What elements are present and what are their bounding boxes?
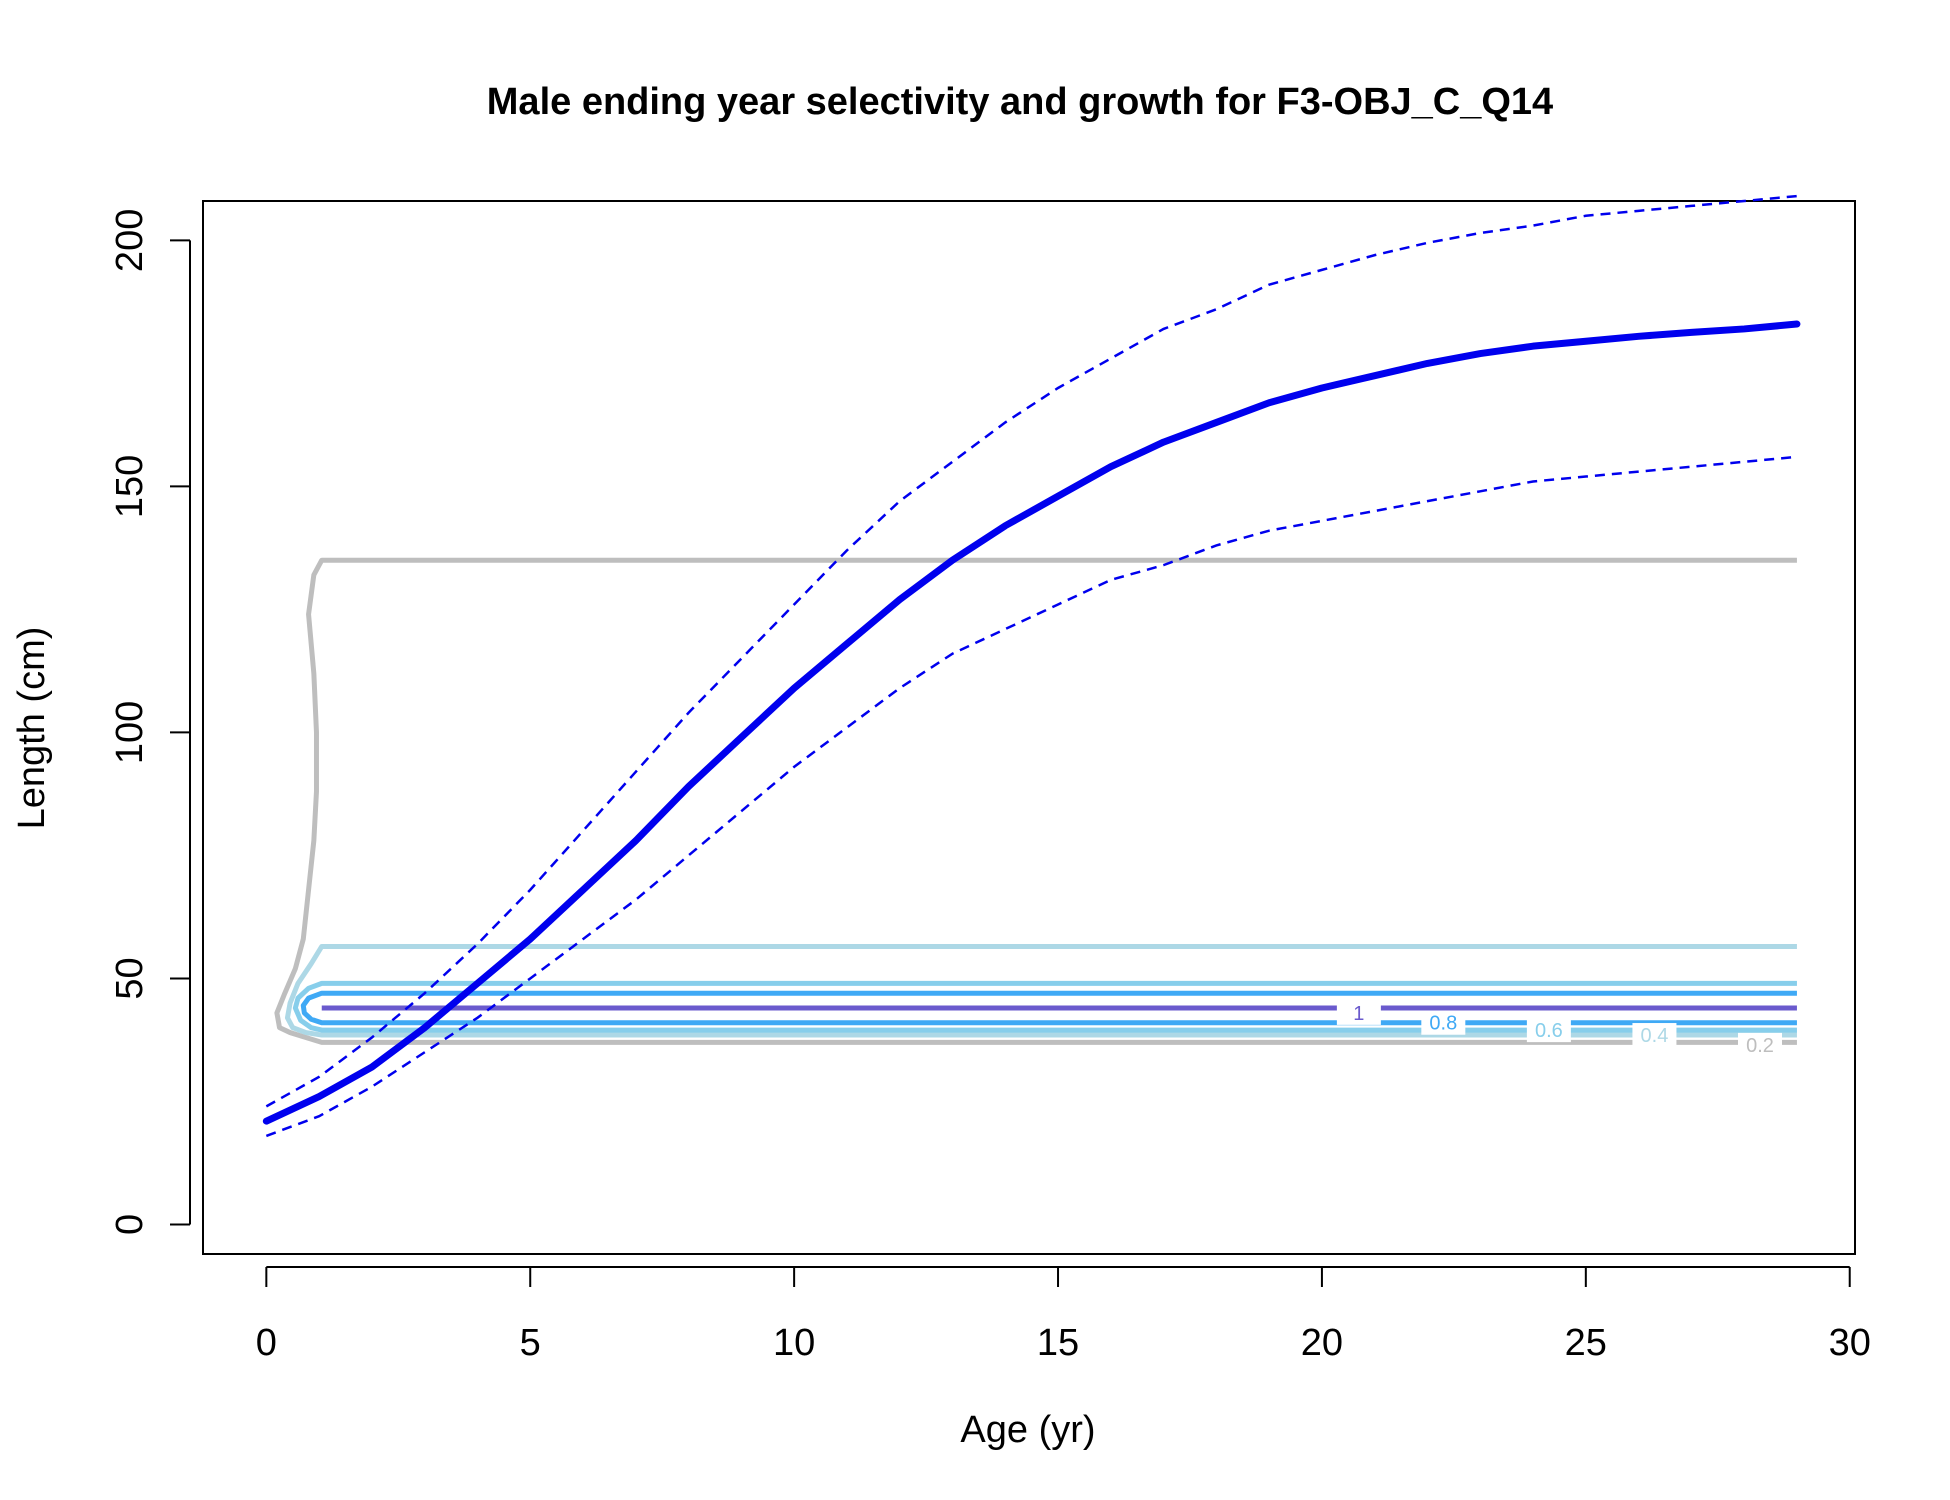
contour-label-0-2: 0.2 (1746, 1035, 1774, 1057)
contour-label-0-8: 0.8 (1429, 1013, 1457, 1035)
x-tick-label: 30 (1829, 1322, 1871, 1364)
y-axis: 0 50 100 150 200 (109, 209, 191, 1235)
contour-label-bg-1 (1336, 1000, 1381, 1025)
y-axis-label: Length (cm) (11, 627, 53, 830)
x-axis-label: Age (yr) (960, 1409, 1095, 1451)
plot-frame (202, 200, 1856, 1255)
growth-lower-interval-line (265, 455, 1798, 1138)
x-tick-label: 15 (1037, 1322, 1079, 1364)
chart-title: Male ending year selectivity and growth … (487, 81, 1553, 123)
contour-label-0-4: 0.4 (1641, 1025, 1669, 1047)
contour-label-bg-0-8 (1421, 1010, 1466, 1035)
contour-label-1: 1 (1353, 1003, 1364, 1025)
y-tick-label: 150 (109, 455, 151, 518)
y-tick-label: 100 (109, 701, 151, 764)
growth-mean-line (262, 320, 1801, 1125)
x-tick-label: 5 (520, 1322, 541, 1364)
x-tick-label: 25 (1565, 1322, 1607, 1364)
contour-line-0-8 (300, 990, 1797, 1026)
contour-label-0-6: 0.6 (1535, 1020, 1563, 1042)
selectivity-contours (274, 557, 1797, 1045)
y-tick-label: 0 (109, 1214, 151, 1235)
contour-label-bg-0-6 (1526, 1018, 1571, 1043)
x-tick-label: 20 (1301, 1322, 1343, 1364)
x-axis: 0 5 10 15 20 25 30 (256, 1266, 1871, 1364)
x-tick-label: 0 (256, 1322, 277, 1364)
growth-upper-interval-line (265, 194, 1798, 1108)
x-tick-label: 10 (773, 1322, 815, 1364)
contour-line-0-4 (284, 943, 1797, 1038)
contour-line-0-2 (274, 557, 1797, 1045)
y-tick-label: 200 (109, 209, 151, 272)
contour-line-0-6 (292, 980, 1797, 1033)
y-tick-label: 50 (109, 957, 151, 999)
growth-curves (262, 194, 1801, 1138)
contour-labels: 0.2 0.4 0.6 0.8 1 (1336, 1000, 1782, 1057)
contour-label-bg-0-2 (1737, 1032, 1782, 1057)
contour-label-bg-0-4 (1632, 1023, 1677, 1048)
